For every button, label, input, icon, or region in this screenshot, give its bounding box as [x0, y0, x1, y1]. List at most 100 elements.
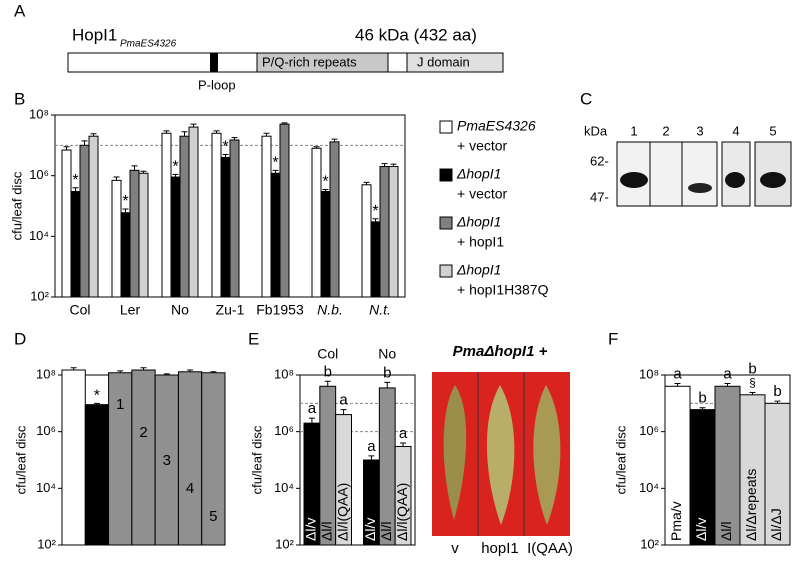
- significance-letter: a: [367, 438, 376, 455]
- bar: [129, 169, 140, 298]
- legend-label: + hopI1H387Q: [457, 282, 549, 298]
- legend-swatch: [439, 216, 453, 230]
- error-bar: [72, 187, 79, 192]
- lane-label: 5: [769, 123, 776, 138]
- plot-frame: [299, 374, 416, 546]
- bar-label: Δl/v: [362, 518, 378, 541]
- y-tick-label: 10⁸: [274, 366, 294, 381]
- legend-label: ΔhopI1: [456, 262, 501, 278]
- legend-label: + vector: [457, 138, 508, 154]
- legend-label: + vector: [457, 186, 508, 202]
- significance-letter: b: [698, 390, 706, 407]
- significance-letter: a: [399, 425, 408, 442]
- error-bar: [674, 383, 681, 387]
- panel-label: C: [580, 89, 592, 108]
- legend-label: ΔhopI1: [456, 214, 501, 230]
- legend-label: + hopI1: [457, 234, 504, 250]
- significance-letter: a: [723, 365, 732, 382]
- protein-name: HopI1: [72, 25, 117, 44]
- error-bar: [90, 133, 97, 137]
- error-bar: [63, 146, 70, 151]
- error-bar: [210, 371, 217, 373]
- error-bar: [272, 169, 279, 174]
- error-bar: [774, 400, 781, 404]
- significance-mark: *: [222, 139, 228, 156]
- error-bar: [372, 218, 379, 222]
- bar-label: Δl/l: [378, 522, 394, 541]
- panel-label: A: [14, 1, 26, 20]
- bar: [177, 371, 203, 546]
- y-tick-label: 10²: [640, 536, 659, 551]
- error-bar: [140, 170, 147, 174]
- error-bar: [172, 173, 179, 178]
- error-bar: [70, 367, 77, 371]
- x-tick-label: Zu-1: [216, 302, 245, 318]
- error-bar: [390, 163, 397, 167]
- bar: [120, 212, 131, 298]
- significance-letter: a: [339, 392, 348, 409]
- y-tick-label: 10⁴: [29, 228, 49, 243]
- error-bar: [122, 208, 129, 213]
- bar-label: Δl/l: [718, 522, 734, 541]
- blot-unit: kDa: [584, 123, 608, 138]
- error-bar: [324, 380, 331, 387]
- bar: [138, 172, 149, 298]
- error-bar: [368, 455, 375, 460]
- blot-band: [620, 172, 648, 188]
- y-tick-label: 10⁸: [639, 366, 659, 381]
- protein-strain: PmaES4326: [120, 39, 177, 50]
- y-tick-label: 10⁴: [36, 480, 56, 495]
- significance-mark: *: [172, 159, 178, 176]
- y-tick-label: 10⁸: [36, 366, 56, 381]
- bar: [379, 166, 390, 298]
- y-tick-label: 10⁶: [36, 423, 56, 438]
- bar: [131, 369, 156, 546]
- bar: [270, 172, 281, 298]
- bar: [739, 394, 766, 546]
- error-bar: [117, 370, 124, 373]
- bar-label: Δl/v: [303, 518, 319, 541]
- error-bar: [113, 176, 120, 181]
- error-bar: [384, 381, 391, 388]
- leaf: [486, 385, 515, 525]
- bar: [361, 184, 372, 298]
- significance-mark: *: [72, 172, 78, 189]
- error-bar: [281, 122, 288, 125]
- significance-mark: *: [122, 193, 128, 210]
- y-tick-label: 10²: [275, 536, 294, 551]
- bar: [319, 385, 337, 546]
- error-bar: [163, 373, 170, 375]
- y-tick-label: 10²: [37, 536, 56, 551]
- error-bar: [749, 392, 756, 395]
- significance-letter: b: [773, 383, 781, 400]
- x-tick-label: Fb1953: [256, 302, 304, 318]
- repeat-domain: [256, 52, 389, 73]
- panel-label: B: [14, 89, 25, 108]
- legend-swatch: [439, 264, 453, 278]
- error-bar: [308, 417, 315, 424]
- blot-marker: 62-: [590, 153, 609, 168]
- x-tick-label: N.b.: [317, 302, 343, 318]
- bar: [84, 404, 110, 546]
- bar: [211, 132, 222, 298]
- legend-label: ΔhopI1: [456, 166, 501, 182]
- error-bar: [140, 367, 147, 371]
- domain-label: P/Q-rich repeats: [262, 54, 357, 69]
- y-tick-label: 10⁶: [639, 423, 659, 438]
- bar-label: 5: [209, 508, 217, 525]
- x-tick-label: Ler: [120, 302, 141, 318]
- panel-label: E: [248, 329, 259, 348]
- bar: [61, 149, 72, 298]
- panel-label: D: [14, 329, 26, 348]
- significance-letter: b: [383, 364, 391, 381]
- blot-band: [760, 172, 786, 188]
- bar-label: Δl/l(QAA): [394, 483, 410, 541]
- significance-mark: *: [272, 155, 278, 172]
- photo-title: PmaΔhopI1 +: [453, 343, 548, 360]
- y-axis-label: cfu/leaf disc: [249, 425, 264, 494]
- error-bar: [93, 402, 100, 405]
- bar: [714, 385, 741, 546]
- bar: [170, 176, 181, 298]
- blot-marker: 47-: [590, 189, 609, 204]
